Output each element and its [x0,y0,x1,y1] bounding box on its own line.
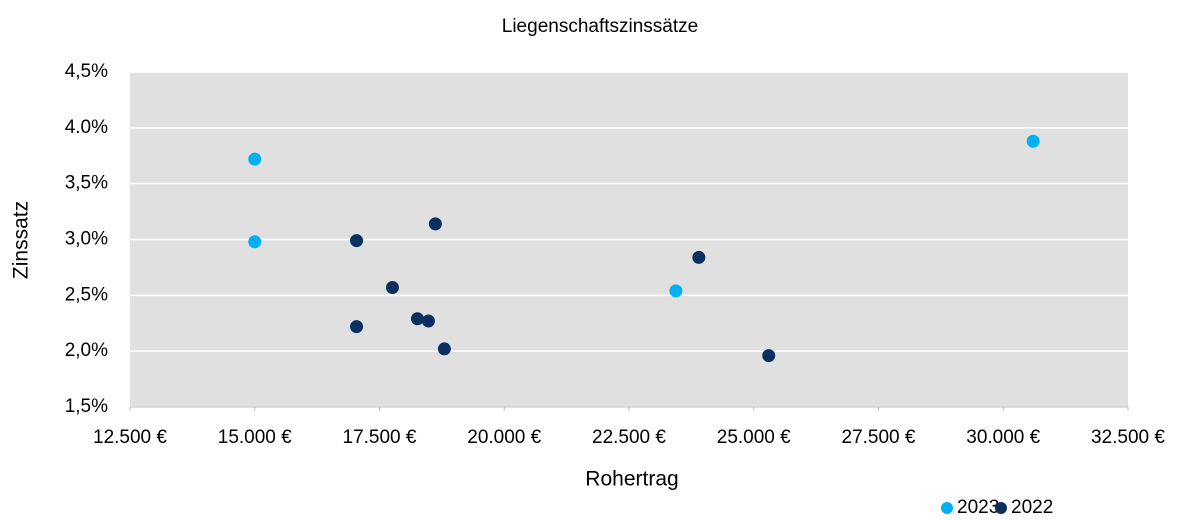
x-tick-label: 27.500 € [842,427,916,448]
x-tick-label: 25.000 € [717,427,791,448]
point [410,312,424,326]
point [692,250,706,264]
x-tick-label: 20.000 € [467,427,541,448]
point [428,217,442,231]
y-axis-label: Zinssatz [10,201,33,279]
y-tick-label: 3,5% [65,173,108,194]
legend-marker [941,502,953,514]
point [248,152,262,166]
legend-label: 2023 [957,497,999,518]
point [385,281,399,295]
point [350,320,364,334]
point [762,349,776,363]
point [669,284,683,298]
point [421,314,435,328]
legend-marker [995,502,1007,514]
point [1026,134,1040,148]
x-axis-label: Rohertrag [585,468,678,491]
y-tick-label: 2,0% [65,340,108,361]
legend-label: 2022 [1011,497,1053,518]
point [350,234,364,248]
y-tick-label: 4,5% [65,61,108,82]
y-tick-label: 3,0% [65,229,108,250]
x-tick-label: 22.500 € [592,427,666,448]
x-tick-label: 17.500 € [343,427,417,448]
point [248,235,262,249]
x-tick-label: 32.500 € [1091,427,1165,448]
y-tick-label: 2,5% [65,284,108,305]
y-tick-label: 1,5% [65,396,108,417]
x-tick-label: 12.500 € [93,427,167,448]
y-tick-label: 4.0% [65,117,108,138]
point [437,342,451,356]
x-tick-label: 15.000 € [218,427,292,448]
chart-title: Liegenschaftszinssätze [502,16,698,37]
x-tick-label: 30.000 € [966,427,1040,448]
